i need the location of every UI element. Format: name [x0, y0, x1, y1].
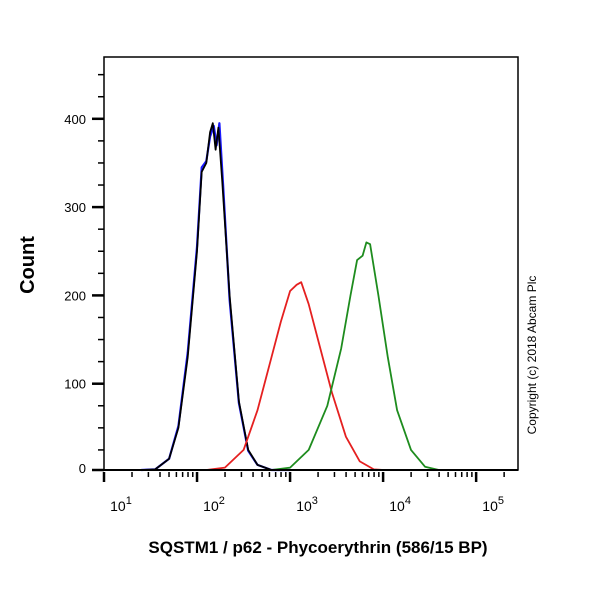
x-tick-base: 10: [110, 498, 126, 514]
x-tick-exponent: 5: [498, 495, 504, 507]
x-tick-label: 102: [203, 495, 225, 514]
series-green-line: [271, 241, 440, 471]
x-tick-label: 105: [482, 495, 504, 514]
x-axis-label: SQSTM1 / p62 - Phycoerythrin (586/15 BP): [148, 538, 487, 557]
y-tick-label: 0: [79, 461, 86, 476]
copyright-annotation: Copyright (c) 2018 Abcam Plc: [525, 276, 539, 435]
x-tick-label: 101: [110, 495, 132, 514]
x-tick-label: 103: [296, 495, 318, 514]
series-black-line: [141, 122, 291, 471]
series-blue-line: [141, 122, 291, 472]
x-tick-base: 10: [203, 498, 219, 514]
x-tick-base: 10: [482, 498, 498, 514]
y-tick-label: 400: [64, 112, 86, 127]
x-tick-exponent: 2: [219, 495, 225, 507]
series-red-line: [206, 281, 384, 471]
x-tick-base: 10: [296, 498, 312, 514]
x-tick-exponent: 1: [126, 495, 132, 507]
x-tick-exponent: 3: [312, 495, 318, 507]
y-axis-label: Count: [17, 236, 39, 294]
x-tick-exponent: 4: [405, 495, 411, 507]
x-tick-label: 104: [389, 495, 411, 514]
y-tick-label: 300: [64, 200, 86, 215]
y-tick-label: 200: [64, 288, 86, 303]
x-tick-base: 10: [389, 498, 405, 514]
y-tick-label: 100: [64, 377, 86, 392]
series-group: [141, 122, 440, 472]
plot-frame: [103, 56, 519, 471]
